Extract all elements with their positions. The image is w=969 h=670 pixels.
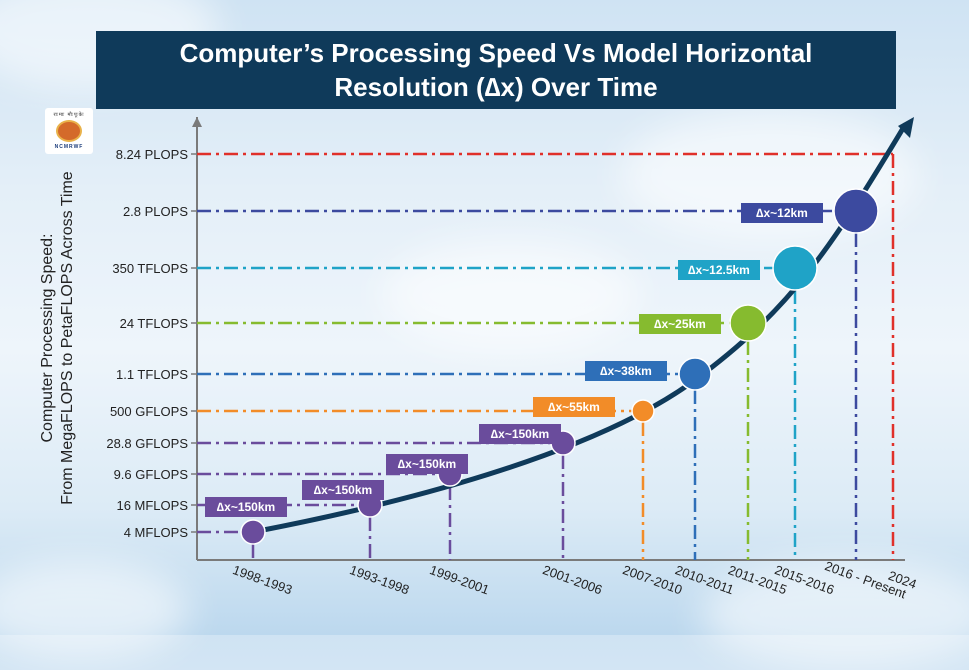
- chart-title-line1: Computer’s Processing Speed Vs Model Hor…: [179, 38, 813, 68]
- y-tick-label: 28.8 GFLOPS: [106, 436, 188, 451]
- logo-bottom-text: NCMRWF: [54, 144, 84, 150]
- resolution-label: ∆x~55km: [548, 400, 600, 414]
- resolution-label-box: [639, 314, 721, 334]
- resolution-label-box: [533, 397, 615, 417]
- resolution-label: ∆x~25km: [654, 317, 706, 331]
- cloud: [380, 240, 640, 350]
- x-tick-label: 1993-1998: [348, 562, 412, 597]
- resolution-label: ∆x~150km: [314, 483, 372, 497]
- y-tick-label: 1.1 TFLOPS: [116, 367, 188, 382]
- resolution-label-box: [678, 260, 760, 280]
- data-point: [772, 245, 818, 291]
- resolution-label: ∆x~12km: [756, 206, 808, 220]
- data-point: [240, 519, 266, 545]
- y-tick-label: 8.24 PLOPS: [116, 147, 189, 162]
- y-tick-label: 2.8 PLOPS: [123, 204, 188, 219]
- resolution-label-box: [205, 497, 287, 517]
- data-point: [678, 357, 712, 391]
- data-point: [729, 304, 767, 342]
- resolution-label: ∆x~12.5km: [688, 263, 750, 277]
- y-tick-label: 9.6 GFLOPS: [114, 467, 189, 482]
- resolution-label: ∆x~150km: [398, 457, 456, 471]
- x-tick-label: 1999-2001: [428, 562, 492, 597]
- ncmrwf-logo-icon: राःमाः मौःपूःकेः NCMRWF: [45, 108, 93, 154]
- y-tick-label: 16 MFLOPS: [116, 498, 188, 513]
- y-axis-arrow-icon: [192, 117, 202, 127]
- growth-curve: [250, 122, 908, 535]
- resolution-label-box: [741, 203, 823, 223]
- y-tick-label: 350 TFLOPS: [112, 261, 188, 276]
- resolution-label: ∆x~150km: [217, 500, 275, 514]
- resolution-label-box: [302, 480, 384, 500]
- x-tick-label: 2007-2010: [621, 562, 685, 597]
- curve-arrow-icon: [898, 117, 914, 138]
- resolution-label-box: [479, 424, 561, 444]
- y-tick-label: 500 GFLOPS: [110, 404, 188, 419]
- x-tick-label: 2010-2011: [673, 562, 736, 597]
- resolution-label-box: [585, 361, 667, 381]
- y-tick-label: 24 TFLOPS: [120, 316, 189, 331]
- x-tick-label: 1998-1993: [231, 562, 295, 597]
- chart-canvas: 4 MFLOPS 1998-1993 16 MFLOPS 1993-1998 9.6 G…: [106, 117, 919, 602]
- logo-top-text: राःमाः मौःपूःकेः: [53, 112, 85, 118]
- data-point: [631, 399, 655, 423]
- logo-emblem: [56, 120, 82, 142]
- resolution-label-box: [386, 454, 468, 474]
- data-point: [833, 188, 879, 234]
- resolution-label: ∆x~38km: [600, 364, 652, 378]
- resolution-label: ∆x~150km: [491, 427, 549, 441]
- chart-title: Computer’s Processing Speed Vs Model Hor…: [96, 31, 896, 109]
- y-tick-label: 4 MFLOPS: [124, 525, 189, 540]
- x-tick-label: 2001-2006: [541, 562, 605, 597]
- chart-title-line2: Resolution (∆x) Over Time: [334, 72, 658, 102]
